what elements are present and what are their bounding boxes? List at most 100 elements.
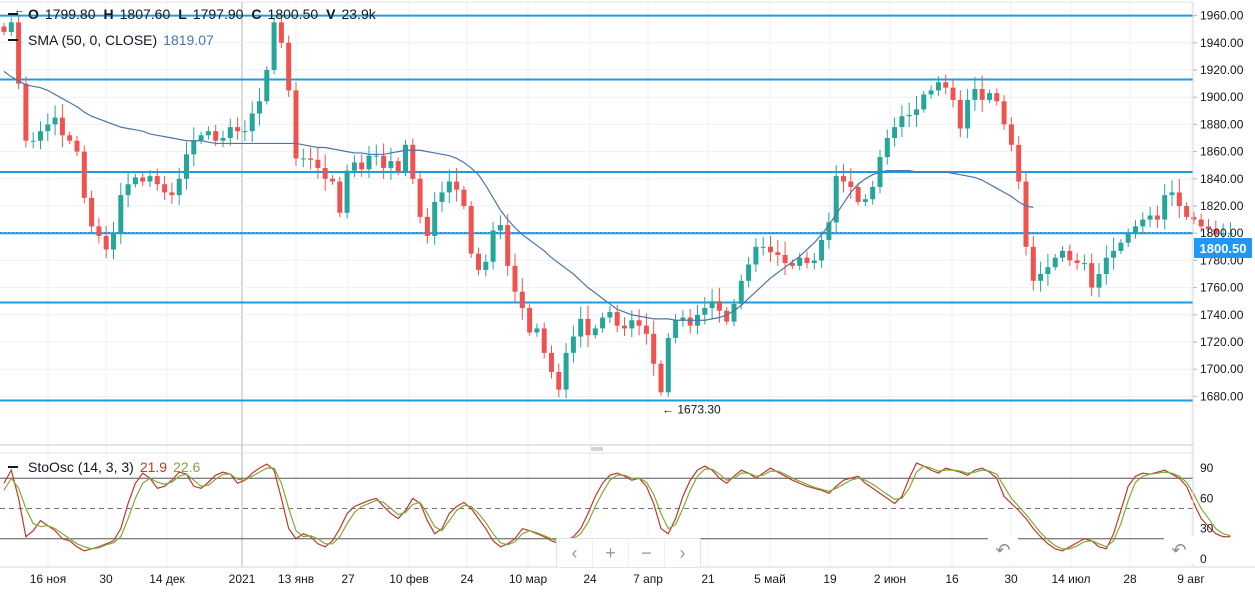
candle-body	[811, 260, 817, 264]
candle-body	[439, 192, 445, 202]
candle-body	[1060, 250, 1065, 258]
candle-body	[870, 186, 876, 200]
candle-body	[16, 22, 22, 84]
candle-body	[1191, 216, 1197, 220]
candle-body	[614, 312, 620, 326]
x-tick-label: 10 фев	[389, 572, 429, 586]
candle-body	[702, 308, 708, 315]
candle-body	[563, 352, 569, 390]
candle-body	[1089, 263, 1095, 288]
candle-body	[570, 336, 576, 353]
axis-layer: 16 ноя 30 14 дек 2021 13 янв 27 10 фев 24 10 мар…	[14, 5, 1244, 586]
scroll-right-button[interactable]: ›	[679, 542, 686, 563]
candle-body	[928, 90, 934, 95]
candle-body	[1038, 274, 1044, 281]
y-tick-label: 1840.00	[1200, 172, 1244, 186]
candle-body	[132, 177, 138, 185]
reset-chart-button[interactable]: ↶	[988, 536, 1018, 564]
candle-body	[205, 131, 211, 136]
collapse-stoch-button[interactable]	[8, 466, 18, 468]
low-price-marker: ← 1673.30	[662, 403, 721, 417]
y-tick-label: 1820.00	[1200, 199, 1244, 213]
candle-body	[629, 320, 635, 329]
candle-body	[30, 140, 36, 142]
candle-body	[775, 252, 781, 255]
candle-body	[278, 22, 284, 43]
candle-body	[1023, 181, 1029, 247]
y-tick-label: 1900.00	[1200, 90, 1244, 104]
y-tick-label: 1880.00	[1200, 117, 1244, 131]
candle-body	[826, 222, 832, 240]
candle-body	[556, 371, 562, 390]
y-tick-label: 1700.00	[1200, 362, 1244, 376]
candle-body	[1206, 226, 1211, 230]
candle-body	[892, 127, 898, 138]
chart-navigation: ‹ + − ›	[556, 538, 701, 568]
volume-label: V	[326, 6, 336, 22]
candle-body	[1198, 219, 1204, 227]
collapse-sma-button[interactable]	[8, 39, 18, 41]
scroll-left-button[interactable]: ‹	[557, 539, 593, 567]
candle-body	[468, 206, 474, 254]
candle-body	[454, 181, 460, 190]
sma-layer	[3, 70, 1034, 321]
candle-body	[943, 82, 949, 88]
candle-body	[1030, 246, 1036, 281]
candle-body	[972, 89, 978, 100]
candle-body	[578, 318, 584, 337]
candle-body	[74, 140, 80, 152]
candle-body	[804, 257, 810, 264]
candle-body	[957, 99, 963, 129]
candle-body	[1213, 229, 1219, 235]
candle-body	[1184, 206, 1190, 217]
candle-body	[52, 117, 58, 125]
x-tick-label: 30	[99, 572, 113, 586]
candle-body	[1, 26, 7, 32]
pane-resize-handle	[591, 447, 603, 451]
collapse-legend-button[interactable]	[8, 13, 18, 15]
ohlc-legend: O 1799.80 H 1807.60 L 1797.90 C 1800.50 …	[0, 6, 384, 22]
candle-body	[789, 263, 795, 266]
candle-body	[497, 225, 503, 231]
candle-body	[636, 320, 642, 326]
candle-body	[1103, 257, 1109, 274]
candle-body	[337, 181, 343, 213]
stoch-legend[interactable]: StoOsc (14, 3, 3) 21.9 22.6	[0, 459, 200, 475]
candle-body	[1147, 215, 1153, 220]
candle-body	[1133, 226, 1138, 234]
candle-body	[308, 158, 314, 160]
candle-body	[388, 161, 394, 168]
candlesticks-layer	[1, 16, 1233, 399]
candle-body	[921, 94, 927, 110]
candle-body	[395, 161, 401, 172]
candle-body	[1045, 267, 1051, 274]
y-tick-label: 1720.00	[1200, 335, 1244, 349]
candle-body	[1227, 233, 1233, 235]
candle-body	[658, 363, 664, 393]
x-tick-label: 27	[341, 572, 355, 586]
candle-body	[242, 131, 248, 133]
candle-body	[286, 42, 292, 91]
candle-body	[213, 131, 219, 141]
x-tick-label: 2021	[229, 572, 256, 586]
reset-scale-button[interactable]: ↶	[1164, 536, 1194, 564]
candle-body	[89, 197, 95, 227]
candle-body	[1169, 192, 1175, 196]
candle-body	[490, 230, 496, 262]
candle-body	[950, 87, 956, 100]
candle-body	[118, 195, 124, 234]
sma-legend[interactable]: SMA (50, 0, CLOSE) 1819.07	[0, 32, 214, 48]
low-label: L	[178, 6, 187, 22]
zoom-out-button[interactable]: −	[629, 539, 665, 567]
candle-body	[716, 301, 722, 311]
candle-body	[330, 178, 335, 182]
open-value: 1799.80	[44, 6, 96, 22]
candle-body	[987, 93, 992, 100]
x-tick-label: 14 дек	[149, 572, 185, 586]
candle-body	[914, 109, 919, 115]
candle-body	[351, 162, 357, 171]
zoom-in-button[interactable]: +	[593, 539, 629, 567]
sma-label: SMA (50, 0, CLOSE)	[28, 32, 158, 48]
candle-body	[899, 116, 905, 128]
